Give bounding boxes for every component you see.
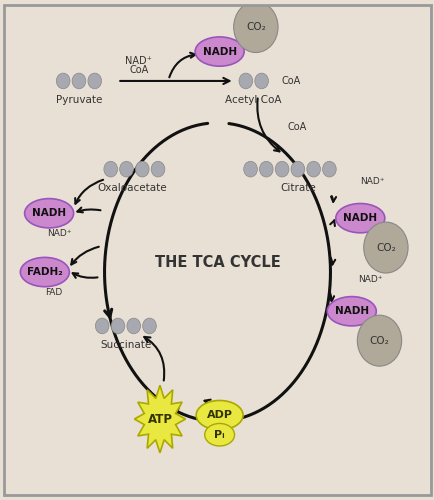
Text: Citrate: Citrate (280, 183, 316, 193)
Text: ADP: ADP (206, 410, 232, 420)
Text: NADH: NADH (334, 306, 368, 316)
Circle shape (72, 73, 85, 89)
Circle shape (238, 73, 252, 89)
Text: THE TCA CYCLE: THE TCA CYCLE (154, 254, 280, 270)
Circle shape (95, 318, 109, 334)
Circle shape (119, 162, 133, 177)
Circle shape (363, 222, 407, 273)
Text: FAD: FAD (45, 288, 62, 297)
Text: CO₂: CO₂ (245, 22, 265, 32)
Circle shape (111, 318, 125, 334)
Ellipse shape (204, 424, 234, 446)
Circle shape (243, 162, 257, 177)
Polygon shape (134, 386, 185, 453)
Circle shape (151, 162, 164, 177)
Text: CO₂: CO₂ (375, 242, 395, 252)
Text: CoA: CoA (281, 76, 300, 86)
Text: CoA: CoA (287, 122, 306, 132)
Circle shape (259, 162, 273, 177)
Text: NAD⁺: NAD⁺ (359, 177, 384, 186)
Text: Pyruvate: Pyruvate (56, 94, 102, 104)
Circle shape (88, 73, 101, 89)
Circle shape (306, 162, 320, 177)
Ellipse shape (20, 258, 69, 286)
Circle shape (356, 315, 401, 366)
Text: NADH: NADH (32, 208, 66, 218)
Ellipse shape (195, 37, 243, 66)
Text: CO₂: CO₂ (369, 336, 388, 345)
Text: Pᵢ: Pᵢ (214, 430, 224, 440)
Circle shape (322, 162, 335, 177)
Circle shape (135, 162, 149, 177)
Text: NAD⁺: NAD⁺ (125, 56, 152, 66)
Ellipse shape (326, 296, 375, 326)
Circle shape (104, 162, 117, 177)
Circle shape (142, 318, 156, 334)
Text: NADH: NADH (202, 46, 236, 56)
Circle shape (127, 318, 140, 334)
Ellipse shape (335, 204, 384, 233)
Text: FADH₂: FADH₂ (27, 267, 62, 277)
Circle shape (254, 73, 268, 89)
Circle shape (290, 162, 304, 177)
Text: Acetyl CoA: Acetyl CoA (225, 94, 281, 104)
Text: CoA: CoA (129, 64, 148, 74)
Circle shape (275, 162, 288, 177)
Text: Succinate: Succinate (100, 340, 151, 349)
Ellipse shape (25, 198, 73, 228)
Ellipse shape (196, 400, 243, 430)
Circle shape (233, 2, 277, 52)
Circle shape (56, 73, 70, 89)
Text: Oxaloacetate: Oxaloacetate (97, 183, 167, 193)
Text: NADH: NADH (342, 213, 377, 223)
Text: NAD⁺: NAD⁺ (357, 275, 382, 284)
Text: ATP: ATP (147, 412, 172, 426)
Text: NAD⁺: NAD⁺ (46, 230, 71, 238)
